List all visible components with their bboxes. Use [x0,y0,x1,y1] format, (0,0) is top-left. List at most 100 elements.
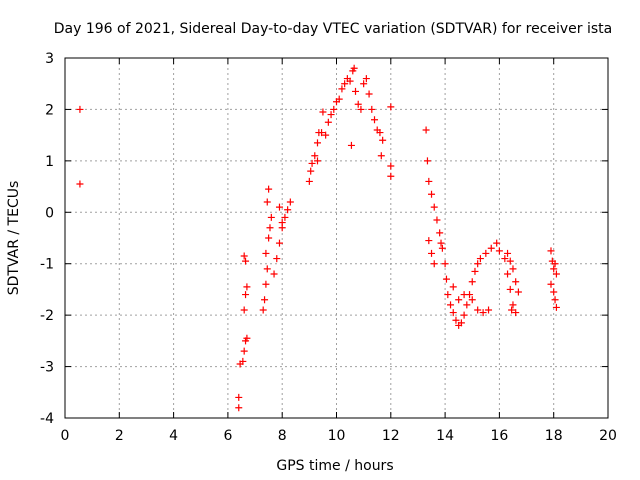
data-point [387,103,395,111]
data-point [281,213,289,221]
data-point [354,100,362,108]
data-point [474,306,482,314]
data-point [471,267,479,275]
data-point [387,172,395,180]
data-point [436,229,444,237]
data-point [262,249,270,257]
data-point [449,309,457,317]
data-point [430,260,438,268]
data-point [284,206,292,214]
data-point [377,152,385,160]
data-point [261,296,269,304]
data-point [512,278,520,286]
data-point [379,136,387,144]
grid-lines [65,58,608,418]
data-point [239,357,247,365]
data-point [482,249,490,257]
data-point [550,288,558,296]
data-point [504,249,512,257]
chart-title: Day 196 of 2021, Sidereal Day-to-day VTE… [54,21,612,37]
data-point [267,213,275,221]
data-point [506,285,514,293]
data-point [447,301,455,309]
data-point [495,247,503,255]
data-point [273,255,281,263]
data-point [368,105,376,113]
data-point [313,139,321,147]
data-point [322,131,330,139]
data-point [449,283,457,291]
data-point [425,237,433,245]
data-point [275,239,283,247]
data-point [551,260,559,268]
data-point [493,239,501,247]
data-point [438,244,446,252]
y-tick-label: -4 [40,411,54,427]
data-point [270,270,278,278]
y-tick-label: 0 [45,205,54,221]
data-point [235,393,243,401]
data-point [243,334,251,342]
x-tick-label: 14 [436,428,454,444]
data-point [235,404,243,412]
y-tick-label: 1 [45,154,54,170]
data-point [479,309,487,317]
x-axis-label: GPS time / hours [276,458,393,474]
y-tick-label: -3 [40,360,54,376]
data-point [341,80,349,88]
data-point [266,224,274,232]
x-tick-label: 6 [223,428,232,444]
x-tick-label: 8 [278,428,287,444]
data-point [485,306,493,314]
data-point [425,177,433,185]
data-point [311,152,319,160]
data-point [275,203,283,211]
data-point [422,126,430,134]
data-point [552,303,560,311]
data-point [313,157,321,165]
x-tick-label: 16 [490,428,508,444]
data-point [262,280,270,288]
data-point [442,275,450,283]
data-point [307,167,315,175]
data-point [547,247,555,255]
data-point [428,190,436,198]
data-point [76,180,84,188]
data-point [362,75,370,83]
data-point [265,234,273,242]
data-point [330,105,338,113]
data-point [514,288,522,296]
data-point [437,239,445,247]
data-point [346,77,354,85]
data-point [327,111,335,119]
data-point [324,118,332,126]
data-point [430,203,438,211]
data-point [376,129,384,137]
data-point [428,249,436,257]
data-point [506,257,514,265]
y-tick-label: 2 [45,102,54,118]
y-tick-label: -2 [40,308,54,324]
data-point [308,159,316,167]
data-point [259,306,267,314]
data-point [347,141,355,149]
data-point [444,291,452,299]
data-point [318,129,326,137]
x-tick-label: 12 [382,428,400,444]
data-point [501,255,509,263]
data-point [263,198,271,206]
data-point [509,301,517,309]
data-point [350,64,358,72]
data-point [387,162,395,170]
data-point [240,347,248,355]
y-tick-label: -1 [40,257,54,273]
data-point [242,291,250,299]
data-point [504,270,512,278]
data-point [476,255,484,263]
data-point [552,270,560,278]
data-point [460,311,468,319]
data-point [286,198,294,206]
data-point [352,87,360,95]
